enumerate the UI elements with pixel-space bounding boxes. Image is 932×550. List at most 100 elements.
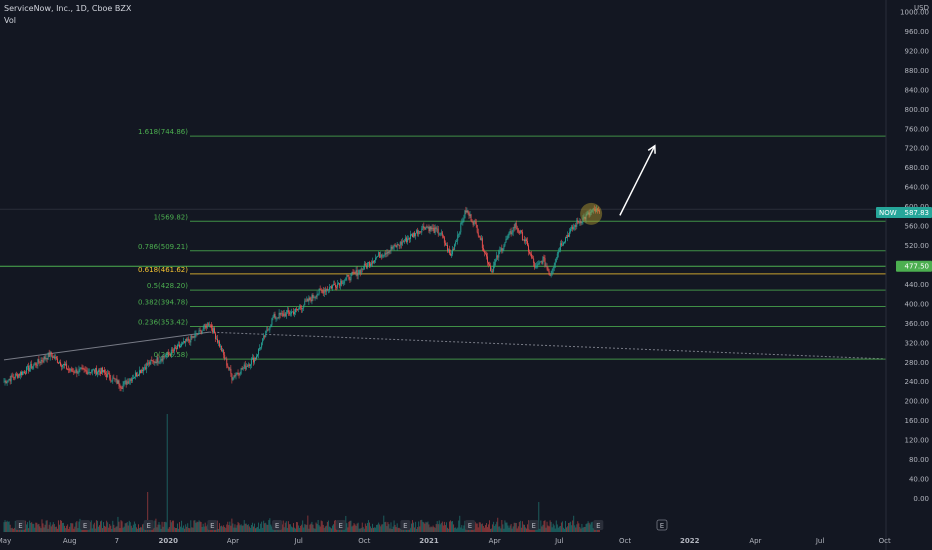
volume-bar (568, 522, 570, 532)
candle-body (21, 372, 22, 375)
symbol-title[interactable]: ServiceNow, Inc., 1D, Cboe BZX (4, 4, 132, 13)
candle-body (393, 244, 395, 248)
earnings-marker[interactable] (465, 520, 476, 530)
volume-bar (30, 522, 32, 532)
candle-body (87, 372, 89, 375)
candle-series (3, 205, 600, 392)
volume-bar (230, 525, 232, 532)
volume-bar (54, 526, 56, 532)
arrow-line[interactable] (619, 145, 656, 216)
volume-bar (375, 527, 377, 532)
candle-body (379, 252, 381, 258)
earnings-marker[interactable] (656, 519, 668, 531)
annotations (580, 144, 656, 225)
candle-body (577, 220, 579, 223)
current-price-tag[interactable] (876, 207, 932, 219)
volume-bar (238, 523, 240, 532)
volume-bar (156, 527, 158, 532)
volume-bar (67, 524, 69, 532)
volume-bar (348, 521, 350, 532)
volume-bar (439, 524, 441, 532)
candle-body (123, 381, 125, 385)
volume-bar (367, 520, 369, 532)
candle-body (474, 221, 476, 223)
earnings-marker[interactable] (15, 520, 26, 530)
earnings-marker[interactable] (80, 520, 91, 530)
candle-body (348, 275, 350, 280)
earnings-marker-label: E (18, 522, 22, 530)
volume-bar (18, 528, 20, 532)
y-tick-label: 960.00 (905, 28, 930, 36)
currency-label[interactable]: USD (914, 4, 929, 12)
volume-bar (256, 527, 257, 532)
candle-body (583, 216, 585, 218)
volume-bar (363, 528, 365, 532)
line-price-tag[interactable] (896, 260, 932, 272)
candle-body (111, 380, 113, 382)
volume-bar (303, 527, 305, 532)
candle-body (112, 377, 114, 381)
candle-body (184, 340, 186, 343)
volume-bar (551, 527, 553, 532)
volume-bar (381, 524, 383, 532)
earnings-marker[interactable] (593, 520, 604, 530)
candle-body (205, 325, 207, 328)
candle-body (183, 340, 185, 343)
volume-bar (474, 521, 476, 532)
earnings-marker[interactable] (400, 520, 411, 530)
candle-body (288, 312, 290, 314)
volume-bar (10, 528, 12, 532)
candle-body (69, 369, 71, 371)
candle-body (505, 239, 507, 243)
candle-body (507, 235, 509, 239)
earnings-marker[interactable] (207, 520, 218, 530)
candle-body (335, 284, 337, 288)
candle-body (464, 210, 466, 219)
volume-bar (295, 528, 296, 532)
candle-body (63, 364, 64, 366)
candle-body (532, 257, 534, 259)
candle-body (145, 367, 147, 370)
volume-bar (394, 524, 396, 532)
candle-body (539, 262, 541, 264)
volume-bar (309, 524, 311, 532)
highlight-circle[interactable] (580, 202, 603, 225)
volume-bar (206, 524, 208, 532)
volume-bar (46, 520, 48, 532)
volume-bar (521, 521, 523, 532)
volume-bar (498, 526, 500, 532)
volume-bar (168, 527, 170, 532)
volume-bar (328, 526, 330, 532)
candle-body (501, 248, 503, 252)
volume-bar (155, 518, 157, 532)
volume-bar (566, 527, 567, 532)
candle-body (173, 347, 175, 351)
volume-bar (564, 528, 565, 532)
earnings-marker[interactable] (272, 520, 283, 530)
candle-body (491, 270, 493, 272)
candle-body (279, 312, 281, 315)
candle-body (432, 227, 434, 229)
volume-bar (458, 520, 460, 532)
volume-bar (398, 527, 400, 532)
volume-bar (115, 526, 117, 532)
candle-body (103, 369, 105, 373)
candle-body (251, 357, 253, 360)
candle-body (358, 270, 360, 274)
volume-bar (352, 525, 354, 532)
volume-bar (544, 520, 546, 532)
earnings-marker[interactable] (143, 520, 154, 530)
earnings-marker[interactable] (528, 520, 539, 530)
earnings-marker[interactable] (335, 520, 346, 530)
volume-bar (305, 524, 307, 532)
volume-bar (237, 521, 239, 532)
candle-body (580, 221, 582, 224)
candle-body (401, 241, 403, 245)
candle-body (300, 307, 302, 309)
candle-body (11, 375, 13, 377)
candle-body (578, 222, 580, 224)
volume-bar (546, 521, 548, 532)
candle-body (78, 369, 80, 373)
candle-body (106, 374, 108, 378)
